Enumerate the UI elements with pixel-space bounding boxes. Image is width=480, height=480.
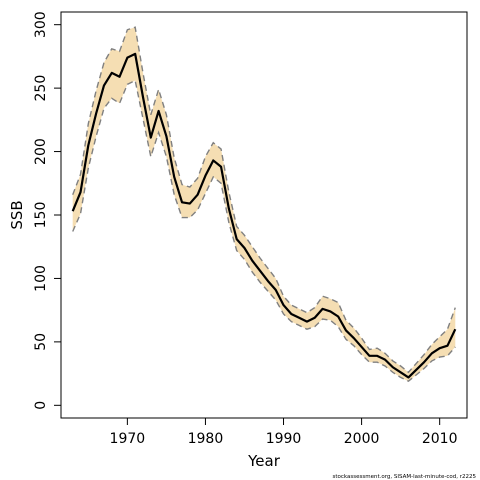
ssb-estimate-line: [71, 52, 457, 379]
y-tick-label: 150: [33, 202, 49, 229]
y-axis-title: SSB: [8, 200, 26, 229]
x-tick-label: 2000: [344, 431, 380, 447]
y-tick-label: 200: [33, 138, 49, 165]
y-tick-label: 0: [33, 401, 49, 410]
x-tick-label: 1970: [110, 431, 146, 447]
x-tick-label: 1980: [188, 431, 224, 447]
y-tick-label: 100: [33, 265, 49, 292]
y-axis: 0 50 100 150 200 250 300: [33, 11, 61, 410]
x-tick-label: 2010: [422, 431, 458, 447]
confidence-band: [72, 27, 456, 382]
y-tick-label: 300: [33, 11, 49, 38]
x-axis: 1970 1980 1990 2000 2010: [110, 418, 458, 447]
x-tick-label: 1990: [266, 431, 302, 447]
confidence-bounds-layer: [72, 26, 456, 383]
credit-note: stockassessment.org, SISAM-last-minute-c…: [333, 474, 477, 480]
lower-bound-line: [72, 79, 456, 383]
confidence-band-layer: [72, 27, 456, 382]
y-tick-label: 50: [33, 333, 49, 351]
estimate-line-layer: [71, 52, 457, 379]
y-tick-label: 250: [33, 75, 49, 102]
x-axis-title: Year: [247, 452, 281, 470]
